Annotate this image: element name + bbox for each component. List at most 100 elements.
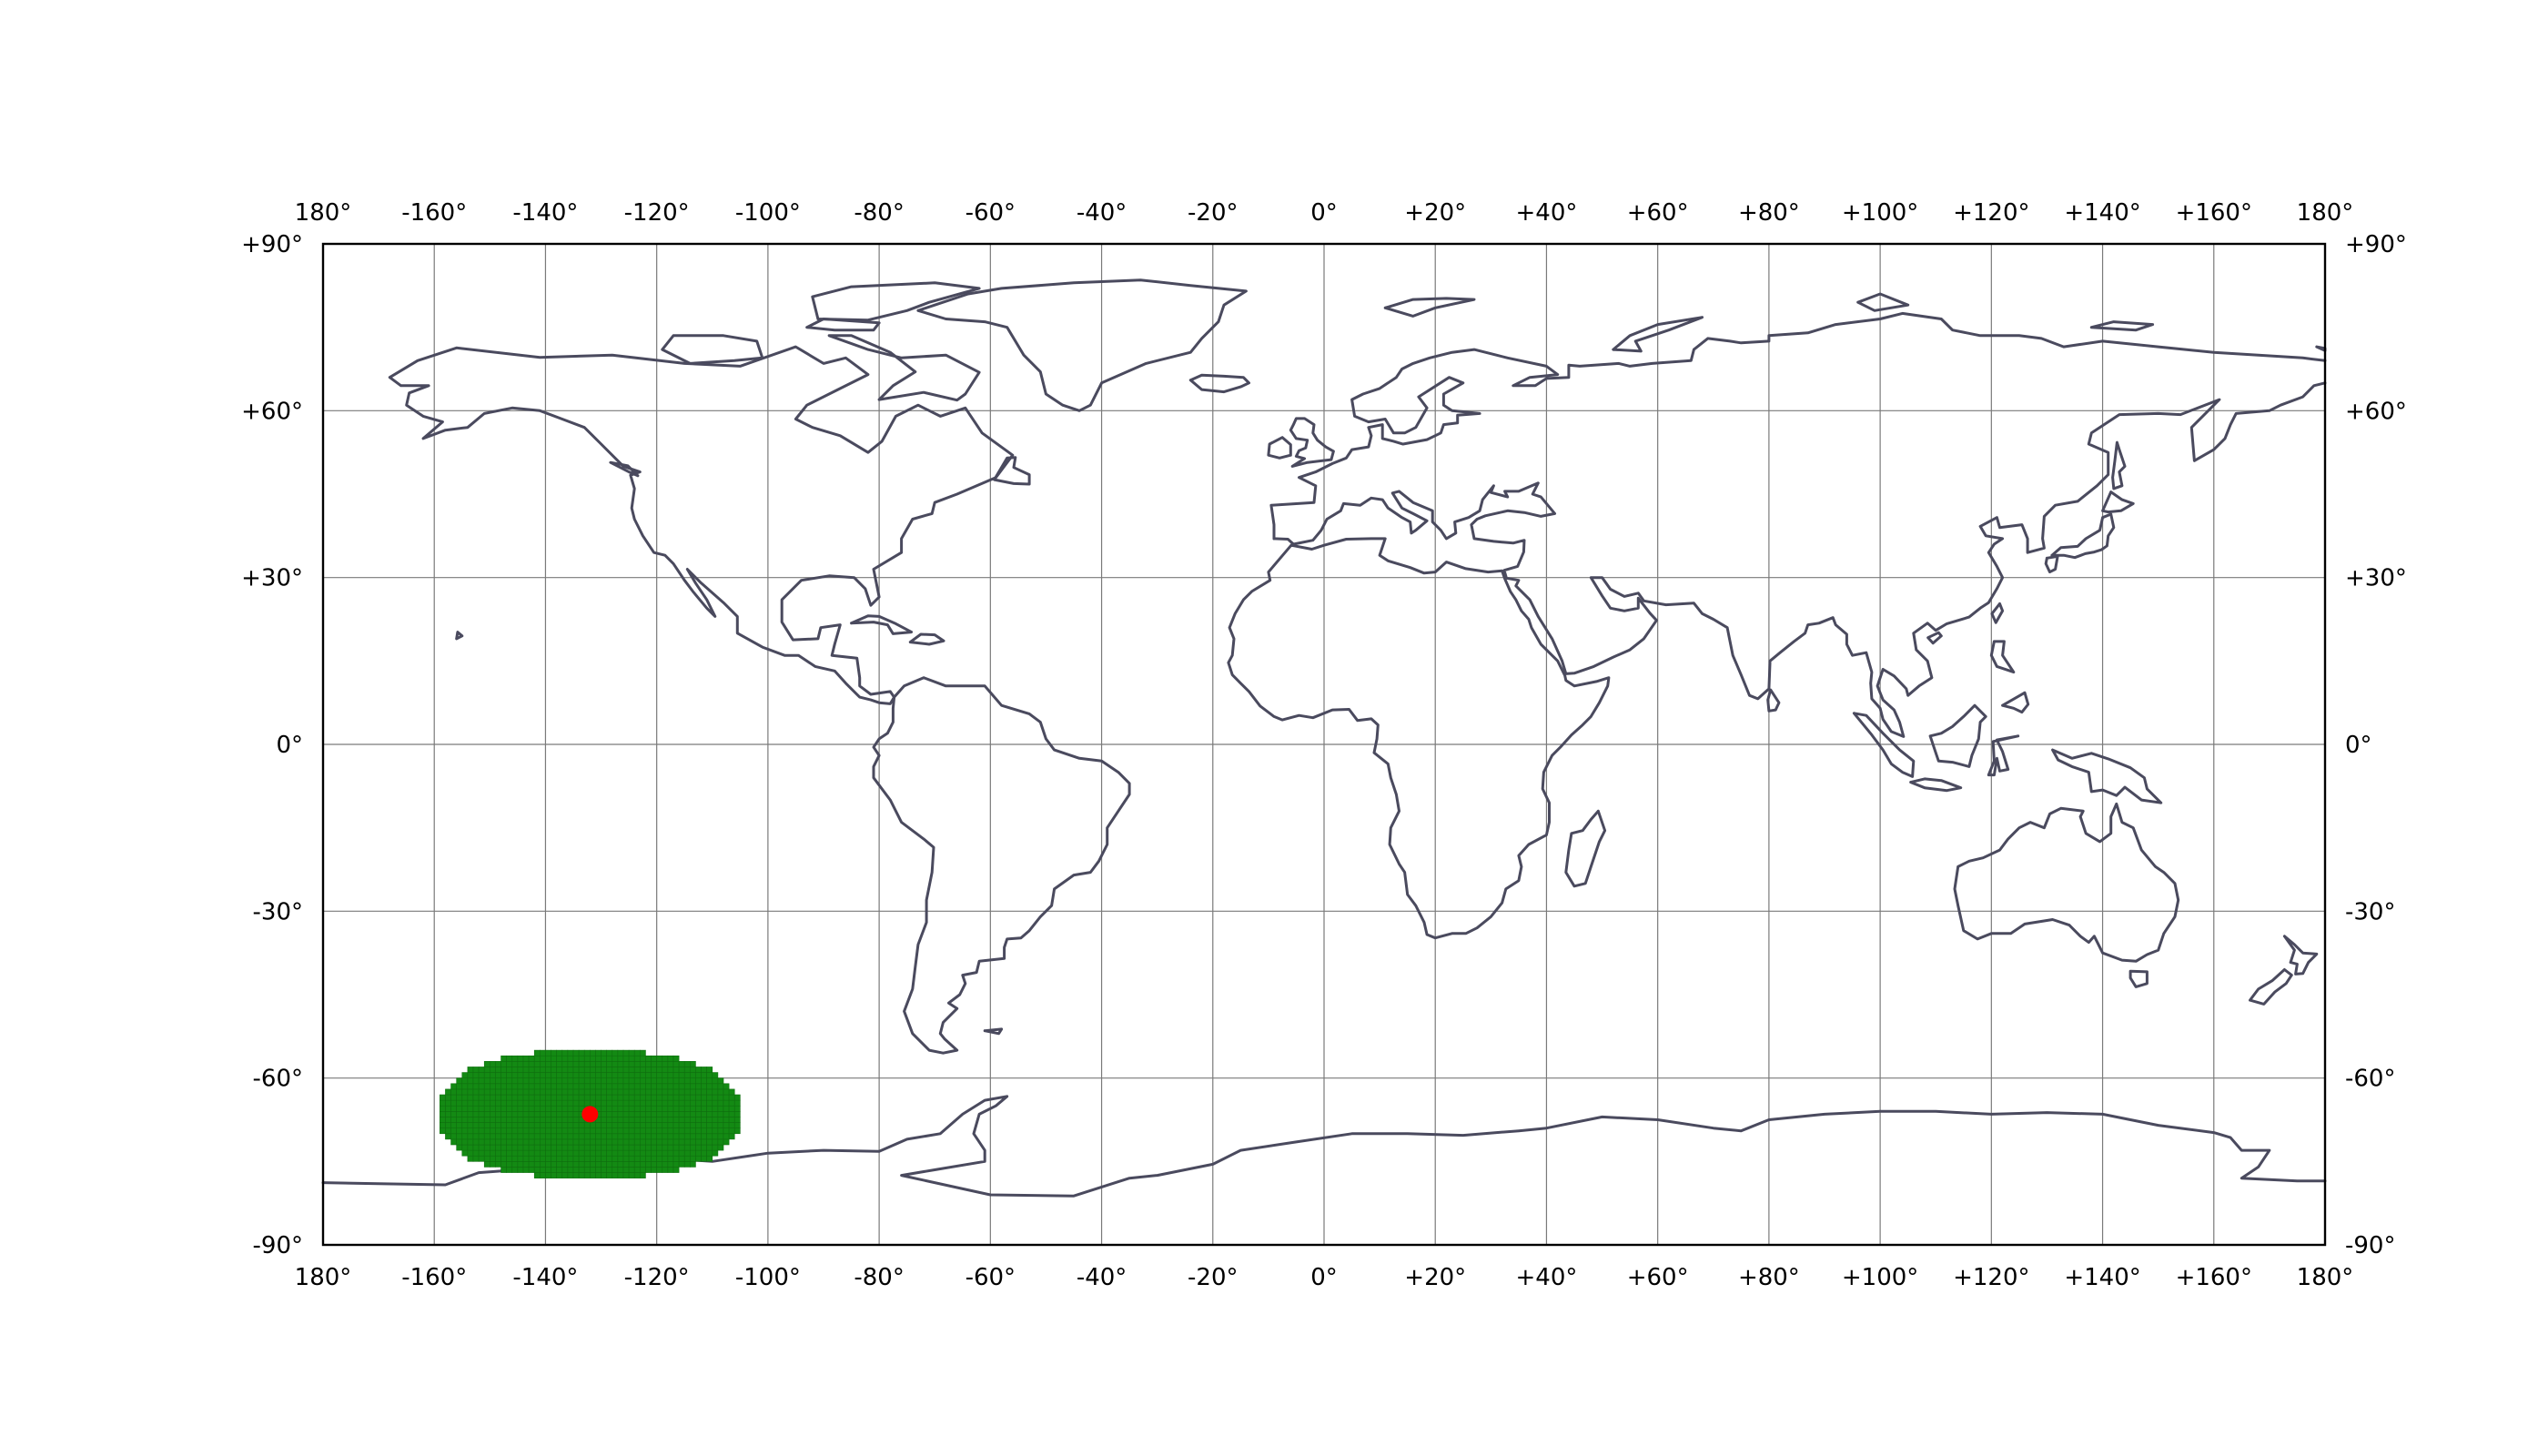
region-cell xyxy=(478,1149,485,1157)
region-cell xyxy=(567,1077,574,1085)
region-cell xyxy=(561,1149,569,1157)
region-cell xyxy=(533,1167,541,1173)
region-cell xyxy=(662,1149,669,1157)
coastline-svalbard xyxy=(1383,297,1476,318)
region-cell xyxy=(578,1167,585,1173)
region-cell xyxy=(495,1072,501,1078)
region-cell xyxy=(612,1049,619,1057)
region-cell xyxy=(612,1138,619,1146)
region-cell xyxy=(533,1127,541,1135)
region-cell xyxy=(590,1055,596,1062)
region-cell xyxy=(723,1138,730,1146)
region-cell xyxy=(490,1088,496,1096)
region-cell xyxy=(540,1117,546,1123)
marker-layer xyxy=(581,1106,599,1123)
region-cell xyxy=(461,1138,469,1146)
region-cell xyxy=(517,1149,524,1157)
region-cell xyxy=(651,1067,657,1073)
region-cell xyxy=(662,1117,669,1123)
region-cell xyxy=(500,1088,507,1096)
lon-label-bottom: 0° xyxy=(1310,1264,1338,1291)
region-cell xyxy=(517,1111,524,1117)
region-cell xyxy=(528,1111,535,1117)
region-cell xyxy=(567,1167,574,1173)
coastline-asia-east xyxy=(1272,381,2327,738)
region-cell xyxy=(472,1144,480,1151)
region-cell xyxy=(583,1049,591,1057)
region-cell xyxy=(645,1094,652,1101)
region-cell xyxy=(695,1144,702,1151)
lon-label-top: +40° xyxy=(1516,199,1578,227)
region-cell xyxy=(472,1127,480,1135)
region-cell xyxy=(517,1099,524,1107)
region-cell xyxy=(683,1127,691,1135)
region-cell xyxy=(472,1117,480,1123)
region-cell xyxy=(645,1122,652,1128)
region-cell xyxy=(622,1049,630,1057)
region-cell xyxy=(690,1088,696,1096)
region-cell xyxy=(678,1072,685,1078)
lon-label-bottom: -140° xyxy=(512,1264,578,1291)
region-cell xyxy=(583,1144,591,1151)
region-cell xyxy=(511,1105,519,1112)
region-cell xyxy=(478,1105,485,1112)
region-cell xyxy=(590,1099,596,1107)
region-cell xyxy=(540,1072,546,1078)
region-cell xyxy=(595,1149,602,1157)
region-cell xyxy=(572,1138,580,1146)
region-cell xyxy=(483,1077,490,1085)
region-cell xyxy=(533,1161,541,1168)
region-cell xyxy=(472,1138,480,1146)
region-cell xyxy=(551,1117,557,1123)
region-cell xyxy=(583,1149,591,1157)
region-cell xyxy=(461,1149,469,1157)
region-cell xyxy=(701,1088,707,1096)
region-cell xyxy=(461,1088,469,1096)
region-cell xyxy=(578,1072,585,1078)
region-cell xyxy=(522,1133,530,1140)
region-cell xyxy=(483,1122,490,1128)
region-cell xyxy=(595,1055,602,1062)
region-cell xyxy=(533,1117,541,1123)
region-cell xyxy=(590,1061,596,1067)
region-cell xyxy=(517,1061,524,1067)
region-cell xyxy=(622,1133,630,1140)
region-cell xyxy=(556,1122,563,1128)
region-cell xyxy=(467,1077,474,1085)
region-cell xyxy=(651,1149,657,1157)
region-cell xyxy=(695,1105,702,1112)
region-cell xyxy=(533,1099,541,1107)
region-cell xyxy=(540,1138,546,1146)
region-cell xyxy=(633,1049,641,1057)
region-cell xyxy=(622,1072,630,1078)
region-cell xyxy=(540,1088,546,1096)
region-cell xyxy=(617,1061,624,1067)
region-cell xyxy=(645,1061,652,1067)
region-cell xyxy=(662,1133,669,1140)
region-cell xyxy=(733,1117,741,1123)
region-cell xyxy=(612,1088,619,1096)
region-cell xyxy=(545,1083,551,1090)
coastline-japan-kyushu xyxy=(2044,554,2059,574)
region-cell xyxy=(601,1049,607,1057)
region-cell xyxy=(717,1127,724,1135)
lat-label-left: -90° xyxy=(253,1232,303,1259)
region-cell xyxy=(551,1172,557,1178)
region-cell xyxy=(640,1117,646,1123)
region-cell xyxy=(656,1067,663,1073)
region-cell xyxy=(622,1117,630,1123)
region-cell xyxy=(450,1111,457,1117)
region-cell xyxy=(517,1083,524,1090)
region-cell xyxy=(728,1105,735,1112)
region-cell xyxy=(545,1133,551,1140)
region-cell xyxy=(511,1144,519,1151)
region-cell xyxy=(578,1122,585,1128)
region-cell xyxy=(483,1072,490,1078)
coastline-sri-lanka xyxy=(1766,688,1781,713)
region-cell xyxy=(506,1083,513,1090)
region-cell xyxy=(551,1161,557,1168)
region-cell xyxy=(645,1077,652,1085)
region-cell xyxy=(667,1105,674,1112)
region-cell xyxy=(495,1061,501,1067)
lon-label-bottom: +80° xyxy=(1738,1264,1800,1291)
